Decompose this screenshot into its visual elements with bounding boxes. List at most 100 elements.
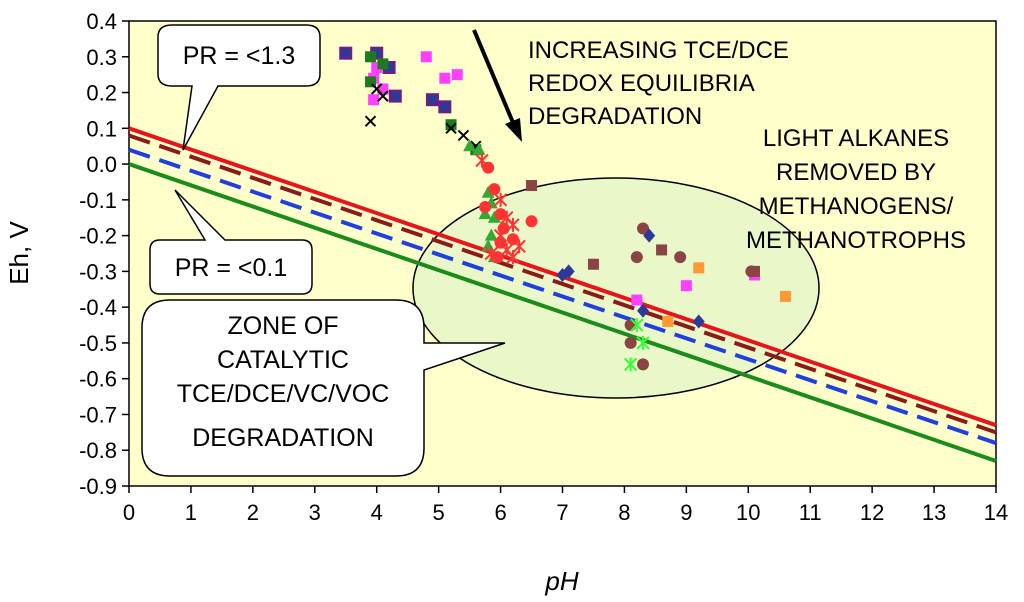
red-asterisks-point bbox=[475, 153, 489, 168]
brown-circles-point bbox=[637, 358, 650, 371]
x-tick-label: 6 bbox=[494, 500, 506, 525]
orange-squares-point bbox=[693, 262, 705, 274]
x-tick-label: 1 bbox=[185, 500, 197, 525]
x-axis-title: pH bbox=[544, 566, 578, 596]
annotation-alkanes-2: REMOVED BY bbox=[776, 159, 936, 186]
x-tick-label: 11 bbox=[799, 500, 822, 525]
brown-circles-point bbox=[624, 319, 637, 332]
y-tick-label: -0.2 bbox=[79, 224, 117, 249]
x-tick-label: 0 bbox=[123, 500, 135, 525]
y-tick-label: -0.7 bbox=[79, 402, 117, 427]
red-asterisks-point bbox=[484, 246, 498, 261]
callout-pr-low: PR = <0.1 bbox=[149, 189, 313, 295]
green-asterisks-point bbox=[636, 335, 650, 350]
x-tick-label: 2 bbox=[247, 500, 259, 525]
magenta-squares-point bbox=[631, 294, 643, 306]
brown-circles-point bbox=[630, 251, 643, 264]
red-circles-point bbox=[494, 208, 507, 221]
callout-zone-text-4: DEGRADATION bbox=[192, 424, 374, 452]
y-tick-label: -0.3 bbox=[79, 259, 117, 284]
magenta-squares-point bbox=[420, 51, 432, 63]
navy-squares-point bbox=[438, 100, 452, 114]
x-tick-label: 5 bbox=[433, 500, 445, 525]
callout-pr-low-text: PR = <0.1 bbox=[175, 254, 288, 282]
brown-squares-point bbox=[587, 258, 599, 270]
green-triangles-point bbox=[472, 142, 486, 155]
x-tick-label: 3 bbox=[309, 500, 321, 525]
red-asterisks-point bbox=[506, 217, 520, 232]
annotation-alkanes-3: METHANOGENS/ bbox=[759, 193, 954, 220]
green-squares-point bbox=[377, 58, 389, 70]
y-tick-label: -0.4 bbox=[79, 295, 117, 320]
y-tick-label: 0.1 bbox=[86, 116, 117, 141]
brown-circles-point bbox=[637, 222, 650, 235]
magenta-squares-point bbox=[451, 69, 463, 81]
y-tick-label: -0.8 bbox=[79, 438, 117, 463]
blue-dash-line bbox=[128, 147, 997, 445]
x-tick-label: 14 bbox=[984, 500, 1008, 525]
red-circles-point bbox=[479, 201, 492, 213]
black-crosses-point bbox=[457, 129, 470, 142]
red-asterisks-point bbox=[506, 250, 520, 265]
y-axis-title: Eh, V bbox=[4, 221, 34, 285]
brown-circles-point bbox=[624, 336, 637, 349]
red-circles-point bbox=[491, 251, 504, 264]
red-circles-point bbox=[525, 215, 538, 228]
brown-squares-point bbox=[526, 180, 538, 192]
black-crosses-point bbox=[364, 115, 377, 127]
y-tick-label: -0.6 bbox=[79, 367, 117, 392]
annotation-alkanes-1: LIGHT ALKANES bbox=[763, 125, 949, 152]
red-circles-point bbox=[488, 183, 501, 196]
blue-diamonds-point bbox=[643, 228, 656, 243]
callout-zone-text-2: CATALYTIC bbox=[217, 346, 349, 374]
x-tick-label: 7 bbox=[556, 500, 568, 525]
black-crosses-point bbox=[377, 90, 389, 102]
green-triangles-point bbox=[487, 210, 501, 223]
green-asterisks-point bbox=[630, 318, 644, 333]
brown-squares-point bbox=[656, 244, 668, 256]
blue-diamonds-point bbox=[692, 314, 705, 329]
green-squares-point bbox=[445, 119, 457, 131]
green-triangles-point bbox=[478, 207, 492, 220]
magenta-squares-point bbox=[368, 94, 380, 106]
annotation-increasing-2: REDOX EQUILIBRIA bbox=[528, 70, 755, 97]
x-tick-label: 9 bbox=[680, 500, 692, 525]
methanogen-ellipse bbox=[412, 177, 820, 399]
green-triangles-point bbox=[481, 185, 495, 198]
navy-squares-point bbox=[339, 46, 353, 60]
navy-squares-point bbox=[425, 93, 439, 107]
orange-squares-point bbox=[662, 315, 674, 327]
green-triangles-point bbox=[484, 228, 498, 241]
red-asterisks-point bbox=[493, 228, 508, 243]
x-tick-label: 13 bbox=[922, 500, 946, 525]
brown-dash-line bbox=[128, 133, 997, 435]
y-tick-label: -0.5 bbox=[79, 331, 117, 356]
callout-pr-high-text: PR = <1.3 bbox=[183, 42, 296, 70]
x-tick-label: 4 bbox=[371, 500, 383, 525]
navy-squares-point bbox=[388, 89, 402, 103]
annotation-increasing-3: DEGRADATION bbox=[528, 103, 702, 130]
y-tick-label: 0.0 bbox=[86, 152, 117, 177]
x-tick-label: 8 bbox=[618, 500, 630, 525]
x-tick-label: 12 bbox=[860, 500, 884, 525]
orange-squares-point bbox=[779, 290, 791, 302]
y-tick-label: 0.3 bbox=[86, 45, 117, 70]
y-tick-label: -0.9 bbox=[79, 474, 117, 499]
green-triangles-point bbox=[463, 139, 477, 152]
callout-zone-text-1: ZONE OF bbox=[227, 312, 338, 340]
magenta-squares-point bbox=[371, 62, 383, 73]
red-asterisks-point bbox=[512, 239, 526, 254]
black-crosses-point bbox=[445, 122, 457, 135]
annotation-increasing-1: INCREASING TCE/DCE bbox=[528, 37, 789, 64]
callout-zone-text-3: TCE/DCE/VC/VOC bbox=[177, 380, 390, 408]
magenta-squares-point bbox=[377, 83, 389, 95]
y-tick-label: -0.1 bbox=[79, 188, 117, 213]
magenta-squares-point bbox=[680, 280, 692, 292]
green-line bbox=[128, 162, 997, 463]
green-squares-point bbox=[365, 76, 377, 88]
x-tick-label: 10 bbox=[736, 500, 760, 525]
y-tick-label: 0.4 bbox=[86, 9, 117, 34]
magenta-squares-point bbox=[439, 72, 451, 84]
y-tick-label: 0.2 bbox=[86, 81, 117, 106]
